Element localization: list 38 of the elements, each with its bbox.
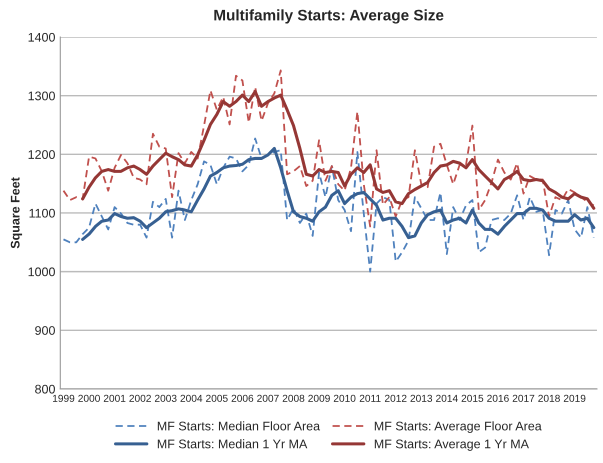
x-tick-label: 2012 [384, 394, 406, 402]
x-tick-label: 2010 [334, 394, 356, 402]
x-tick-label: 2000 [78, 394, 100, 402]
x-tick-label: 2002 [129, 394, 151, 402]
x-tick-label: 1999 [52, 394, 74, 402]
y-axis-title: Square Feet [10, 177, 22, 248]
line-series [62, 70, 595, 228]
x-tick-label: 2007 [257, 394, 279, 402]
y-tick-label: 1000 [28, 267, 55, 276]
y-tick-label: 1100 [30, 208, 55, 218]
y-tick-label: 1400 [28, 32, 55, 42]
legend-label: MF Starts: Average Floor Area [374, 421, 542, 433]
x-tick-label: 2001 [104, 394, 126, 402]
x-tick-label: 2006 [232, 394, 254, 402]
line-series [81, 146, 596, 241]
x-tick-label: 2017 [512, 394, 534, 402]
x-tick-label: 2008 [282, 394, 304, 402]
line-series [62, 138, 595, 273]
x-tick-label: 2011 [360, 394, 381, 402]
y-tick-label: 1300 [28, 91, 55, 100]
chart-title: Multifamily Starts: Average Size [214, 9, 444, 24]
x-tick-label: 2013 [410, 394, 432, 402]
x-tick-label: 2009 [308, 394, 330, 402]
line-series [81, 90, 596, 210]
y-tick-label: 900 [35, 326, 55, 335]
x-tick-label: 2004 [180, 394, 202, 402]
legend-label: MF Starts: Median 1 Yr MA [158, 439, 308, 448]
x-tick-label: 2003 [154, 394, 177, 402]
x-tick-label: 2016 [487, 394, 509, 402]
x-tick-label: 2015 [462, 394, 484, 402]
y-tick-label: 800 [35, 384, 55, 394]
legend-label: MF Starts: Average 1 Yr MA [374, 440, 529, 451]
y-tick-label: 1200 [28, 150, 55, 159]
x-tick-label: 2018 [538, 394, 560, 402]
x-tick-label: 2014 [436, 394, 458, 402]
legend-label: MF Starts: Median Floor Area [158, 421, 320, 430]
x-tick-label: 2019 [564, 394, 586, 402]
x-tick-label: 2005 [206, 394, 228, 402]
